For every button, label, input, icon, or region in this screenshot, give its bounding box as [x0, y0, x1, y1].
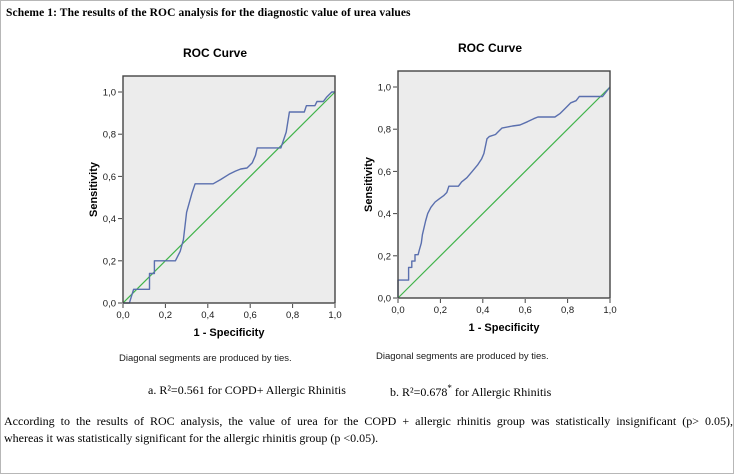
x-tick-label: 1,0: [328, 310, 341, 321]
footnote-b: b. R²=0.678* for Allergic Rhinitis: [390, 383, 551, 400]
ties-note-right: Diagonal segments are produced by ties.: [376, 351, 549, 362]
roc-curve: [123, 91, 335, 304]
footnote-b-pre: b. R²=0.678: [390, 385, 448, 399]
y-tick-label: 1,0: [103, 88, 116, 99]
roc-plot-svg: 0,00,0 0,2 0,2 0,4 0,4 0,6 0,6 0,8 0,8 1,0 1,0 1 - …: [363, 70, 617, 334]
plot-frame: [122, 75, 336, 304]
plot-area: [123, 76, 335, 303]
y-axis-title: Sensitivity: [363, 156, 375, 212]
y-tick-label: 0,2: [378, 251, 391, 262]
footnote-b-asterisk: *: [447, 383, 452, 393]
roc-curve: [397, 86, 611, 298]
roc-plot-canvas: 0,0 0,0 0,2 0,2 0,4 0,4 0,6 0,6 0,8 0,8 1,0 1,0 1 - …: [65, 62, 365, 342]
footnote-b-post: for Allergic Rhinitis: [451, 385, 552, 399]
x-tick-label: 1,0: [603, 305, 616, 316]
chart-title: ROC Curve: [457, 41, 522, 55]
footnote-a: a. R²=0.561 for COPD+ Allergic Rhinitis: [148, 383, 346, 398]
y-tick-label: 1,0: [378, 83, 391, 94]
x-tick-label: 0,8: [286, 310, 299, 321]
plot-frame: [397, 70, 611, 299]
scheme-caption: Scheme 1: The results of the ROC analysi…: [6, 7, 411, 19]
footnote-a-text: a. R²=0.561 for COPD+ Allergic Rhinitis: [148, 383, 346, 397]
ties-note-left: Diagonal segments are produced by ties.: [119, 353, 292, 364]
x-tick-label: 0,8: [561, 305, 574, 316]
y-tick-label: 0,2: [103, 256, 116, 267]
analysis-paragraph-line1: According to the results of ROC analysis…: [4, 414, 733, 428]
x-tick-label: 0,2: [434, 305, 447, 316]
y-axis-title: Sensitivity: [88, 161, 100, 217]
x-tick-label: 0,0: [116, 310, 129, 321]
roc-plot-canvas: 0,0 0,0 0,2 0,2 0,4 0,4 0,6 0,6 0,8 0,8 1,0 1,0 1 - …: [340, 57, 640, 337]
x-tick-label: 0,4: [201, 310, 214, 321]
x-tick-label: 0,6: [519, 305, 532, 316]
x-axis-title: 1 - Specificity: [194, 327, 266, 339]
chart-title: ROC Curve: [182, 46, 247, 60]
x-tick-label: 0,0: [391, 305, 404, 316]
roc-plot-svg: 0,00,0 0,2 0,2 0,4 0,4 0,6 0,6 0,8 0,8 1,0 1,0 1 - …: [88, 75, 342, 339]
x-tick-label: 0,6: [244, 310, 257, 321]
roc-chart-copd-allergic-rhinitis: ROC Curve 0,0 0,0 0,2 0,2 0,4 0,4 0,6 0,6 0,8 0,8…: [65, 46, 365, 342]
x-tick-label: 0,2: [159, 310, 172, 321]
y-tick-label: 0,8: [378, 125, 391, 136]
plot-area: [398, 71, 610, 298]
y-tick-label: 0,6: [378, 167, 391, 178]
y-tick-label: 0,0: [103, 299, 116, 310]
y-tick-label: 0,8: [103, 130, 116, 141]
analysis-paragraph: According to the results of ROC analysis…: [4, 413, 733, 446]
x-tick-label: 0,4: [476, 305, 489, 316]
roc-chart-allergic-rhinitis: ROC Curve 0,0 0,0 0,2 0,2 0,4 0,4 0,6 0,6 0,8 0,8…: [340, 41, 640, 337]
reference-line: [122, 91, 336, 304]
reference-line: [397, 86, 611, 299]
y-tick-label: 0,0: [378, 294, 391, 305]
y-tick-label: 0,6: [103, 172, 116, 183]
x-axis-title: 1 - Specificity: [469, 322, 541, 334]
y-tick-label: 0,4: [378, 209, 391, 220]
y-tick-label: 0,4: [103, 214, 116, 225]
analysis-paragraph-line2: whereas it was statistically significant…: [4, 430, 379, 445]
